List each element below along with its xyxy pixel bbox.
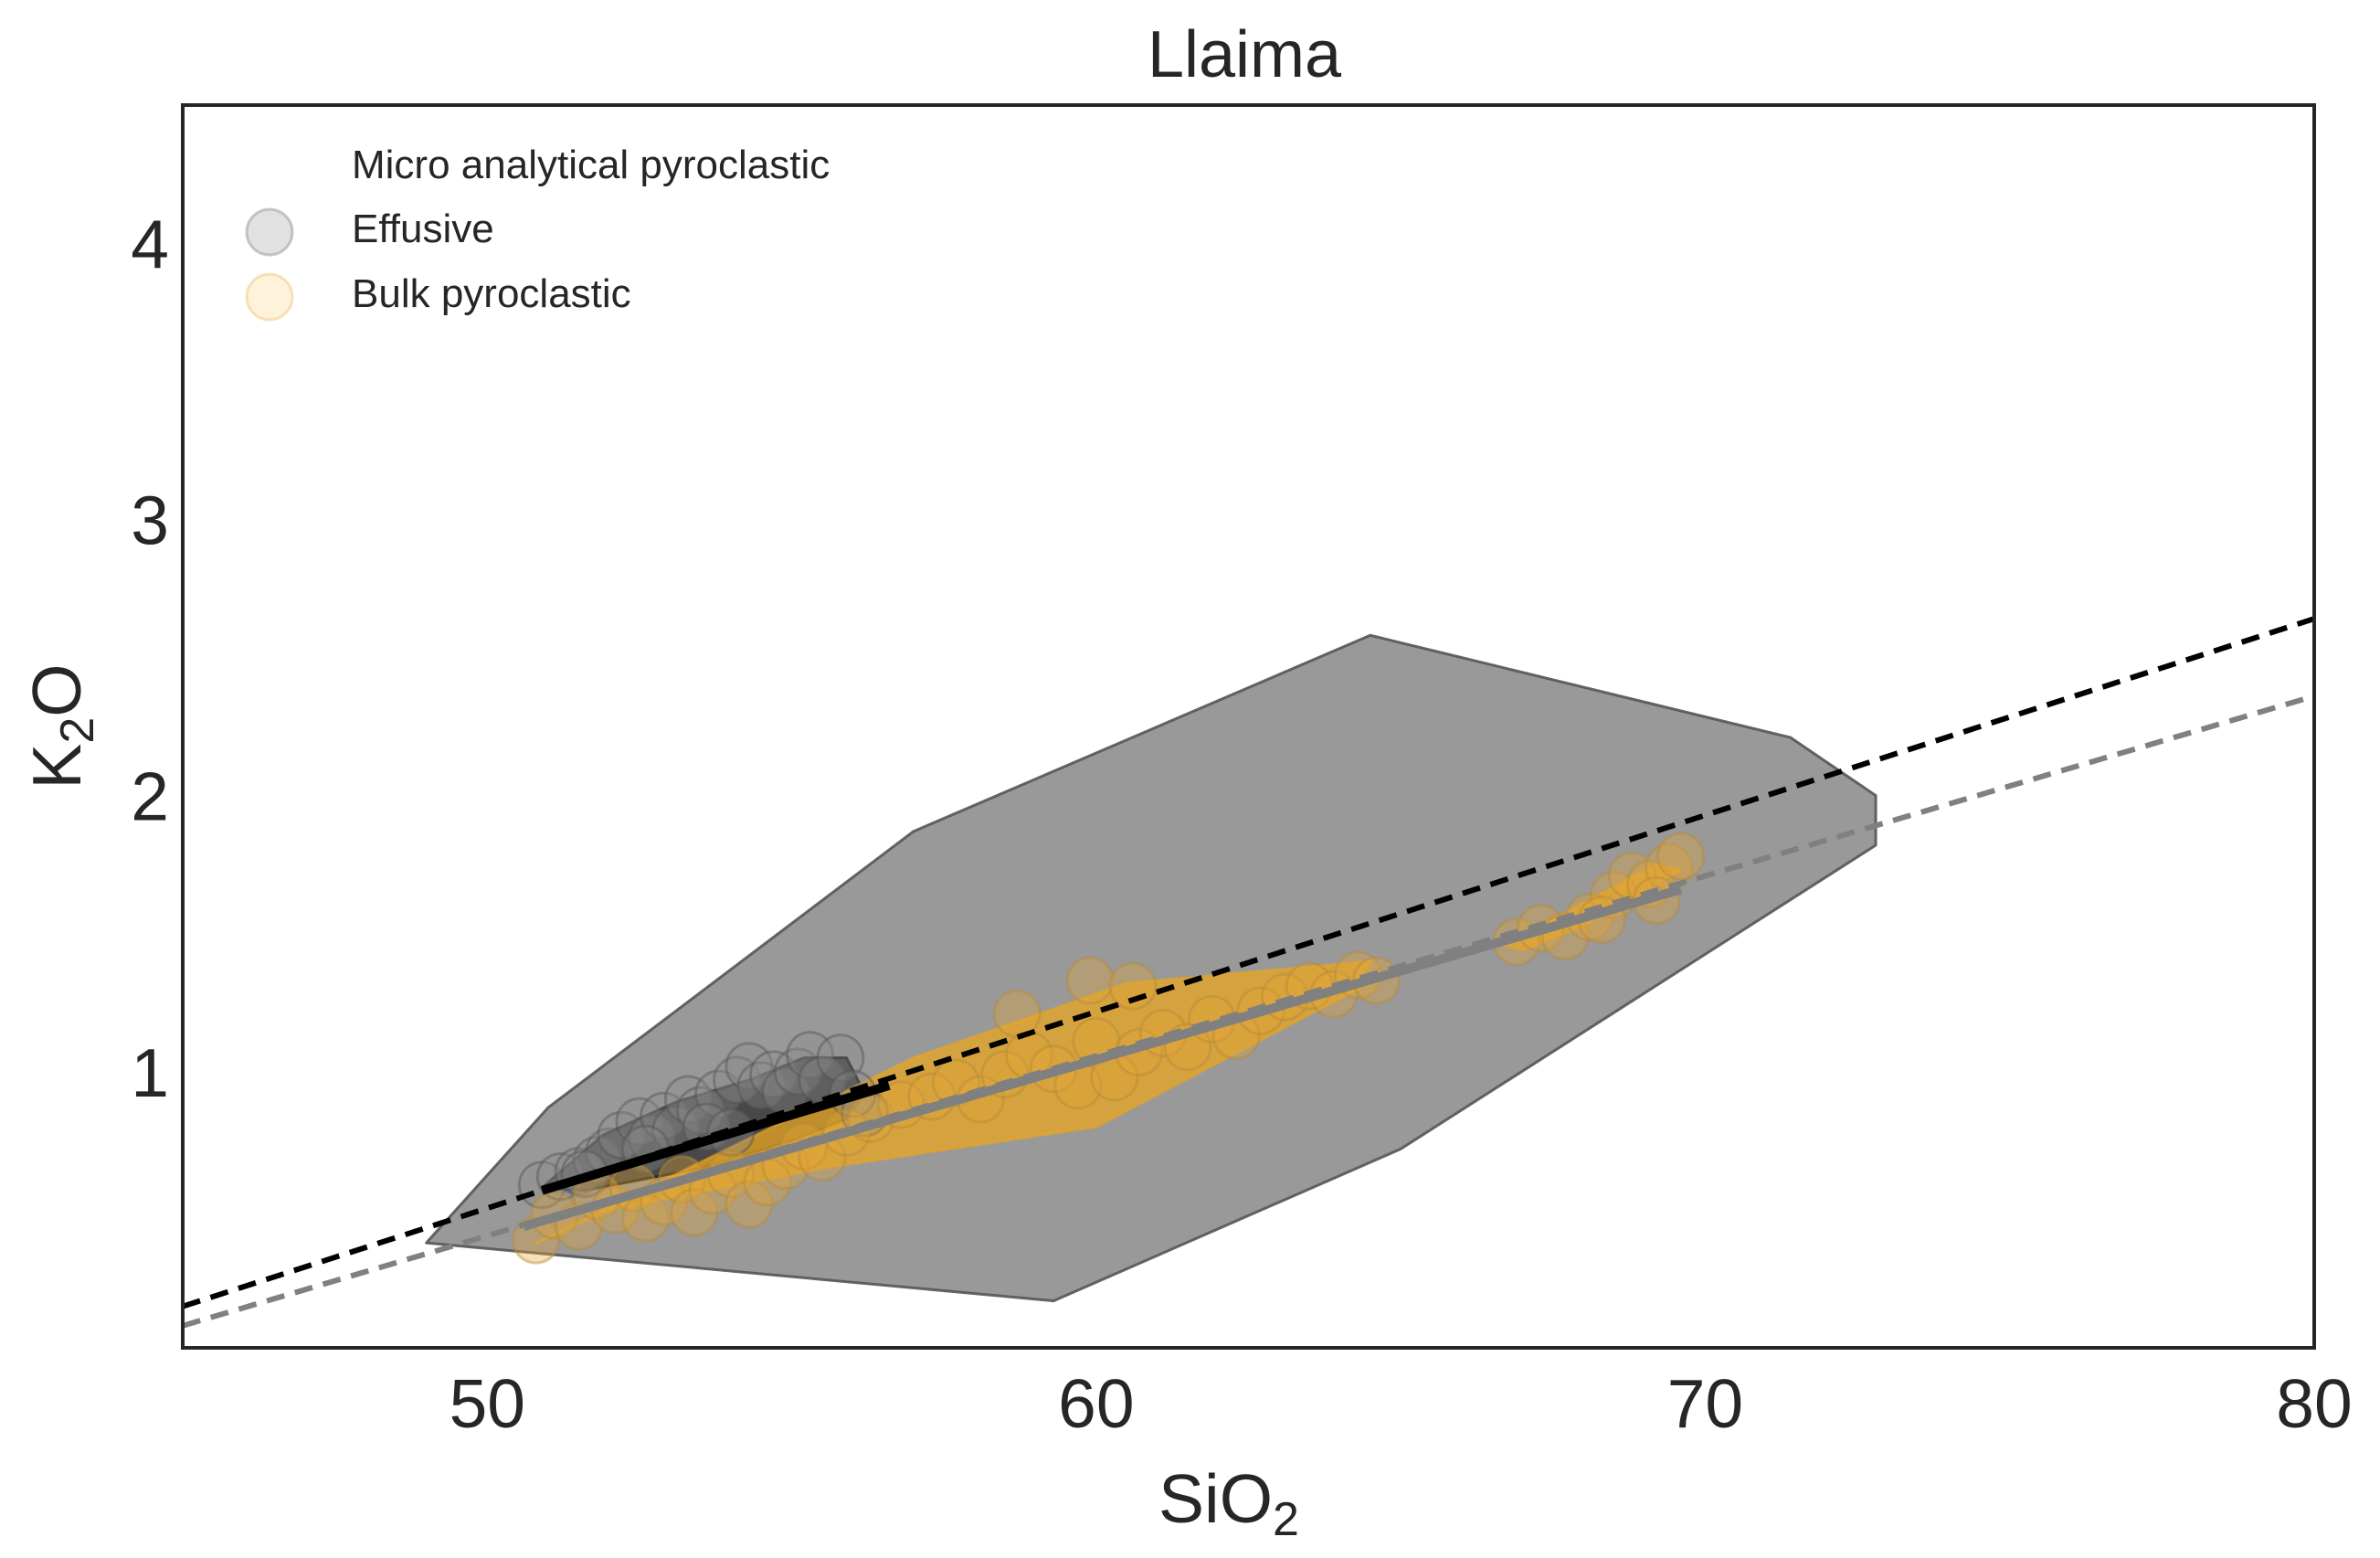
y-tick-label: 1 <box>131 1034 169 1111</box>
y-axis-label-rest: O <box>18 663 95 716</box>
x-tick-label: 70 <box>1667 1365 1743 1442</box>
x-tick-label: 50 <box>450 1365 525 1442</box>
bulk-pyroclastic-point <box>1656 832 1706 881</box>
bulk-pyroclastic-point <box>725 1180 774 1229</box>
y-axis-label: K2O <box>18 663 104 789</box>
x-tick-label: 60 <box>1058 1365 1134 1442</box>
effusive-point <box>816 1033 865 1083</box>
effusive-point <box>773 1047 822 1097</box>
chart-title: Llaima <box>1148 18 1342 91</box>
bulk-pyroclastic-point <box>992 989 1042 1038</box>
dashed-line-3 <box>183 693 2314 1329</box>
x-axis-label-subscript: 2 <box>1273 1493 1299 1546</box>
chart-title-group: Llaima <box>1148 18 1342 91</box>
x-tick-label: 80 <box>2276 1365 2352 1442</box>
legend-label-effusive: Effusive <box>352 207 494 251</box>
bulk-pyroclastic-point <box>1607 851 1656 900</box>
legend-label-micro-analytical: Micro analytical pyroclastic <box>352 143 830 187</box>
x-axis-ticks: 50 60 70 80 <box>450 1365 2353 1442</box>
effusive-point <box>640 1091 689 1140</box>
y-tick-label: 2 <box>131 758 169 835</box>
legend-entry-bulk-pyroclastic: Bulk pyroclastic <box>245 271 631 322</box>
bulk-pyroclastic-point <box>1065 956 1115 1005</box>
x-axis-label-base: SiO <box>1158 1460 1273 1537</box>
legend-entry-micro-analytical: Micro analytical pyroclastic <box>352 143 830 187</box>
legend-marker-bulk-pyroclastic <box>245 272 294 322</box>
effusive-point <box>597 1110 646 1160</box>
effusive-point <box>694 1069 744 1118</box>
plot-frame <box>181 103 2316 1350</box>
y-axis-ticks: 1 2 3 4 <box>131 206 169 1111</box>
y-tick-label: 4 <box>131 206 169 282</box>
y-axis-label-base: K <box>18 744 95 790</box>
legend: Micro analytical pyroclastic Effusive Bu… <box>245 143 830 322</box>
dashed-line-2 <box>183 616 2314 1309</box>
fit-line-layer <box>183 616 2314 1329</box>
effusive-point <box>676 1086 725 1135</box>
plot-area <box>181 103 2316 1350</box>
effusive-point <box>663 1075 713 1124</box>
effusive-point <box>725 1042 774 1091</box>
legend-entry-effusive: Effusive <box>245 207 494 257</box>
effusive-point <box>736 1061 786 1110</box>
legend-marker-effusive <box>245 207 294 257</box>
fit-line-0 <box>540 1081 891 1195</box>
effusive-point <box>615 1097 664 1146</box>
effusive-point <box>713 1055 762 1105</box>
bulk-pyroclastic-point <box>670 1188 719 1237</box>
legend-label-bulk-pyroclastic: Bulk pyroclastic <box>352 271 631 316</box>
effusive-point <box>786 1031 835 1080</box>
x-axis-label: SiO2 <box>1158 1460 1299 1546</box>
effusive-point <box>749 1050 799 1099</box>
y-axis-label-subscript: 2 <box>51 717 104 744</box>
y-tick-label: 3 <box>131 482 169 558</box>
